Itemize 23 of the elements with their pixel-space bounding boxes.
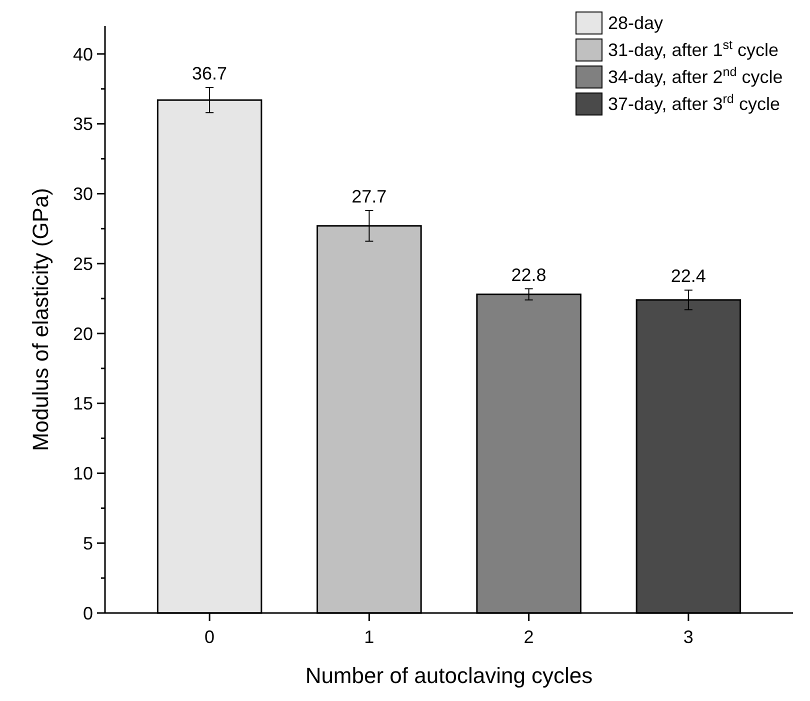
- x-tick-label: 2: [524, 627, 534, 647]
- data-label: 27.7: [352, 186, 387, 206]
- x-tick-label: 3: [683, 627, 694, 647]
- y-tick-label: 20: [72, 324, 93, 344]
- y-tick-label: 5: [82, 533, 93, 554]
- x-axis-title: Number of autoclaving cycles: [305, 663, 593, 688]
- data-label: 22.4: [670, 266, 706, 286]
- x-tick-label: 1: [364, 627, 374, 647]
- legend-label: 34-day, after 2$^{nd}$ cycle: [608, 65, 783, 87]
- x-tick-label: 0: [204, 627, 215, 647]
- y-tick-label: 0: [82, 603, 93, 624]
- y-tick-label: 40: [72, 44, 93, 64]
- y-tick-label: 35: [72, 114, 93, 134]
- y-tick-label: 10: [72, 464, 93, 484]
- y-tick-label: 30: [72, 184, 93, 204]
- legend-label: 37-day, after 3$^{rd}$ cycle: [608, 92, 780, 114]
- y-axis-title: Modulus of elasticity (GPa): [28, 188, 53, 451]
- data-label: 36.7: [192, 63, 228, 84]
- legend-label: 31-day, after 1$^{st}$ cycle: [608, 38, 779, 60]
- data-label: 22.8: [511, 264, 546, 285]
- y-tick-label: 25: [72, 254, 93, 274]
- y-tick-label: 15: [72, 394, 93, 414]
- legend-label: 28-day: [608, 13, 664, 33]
